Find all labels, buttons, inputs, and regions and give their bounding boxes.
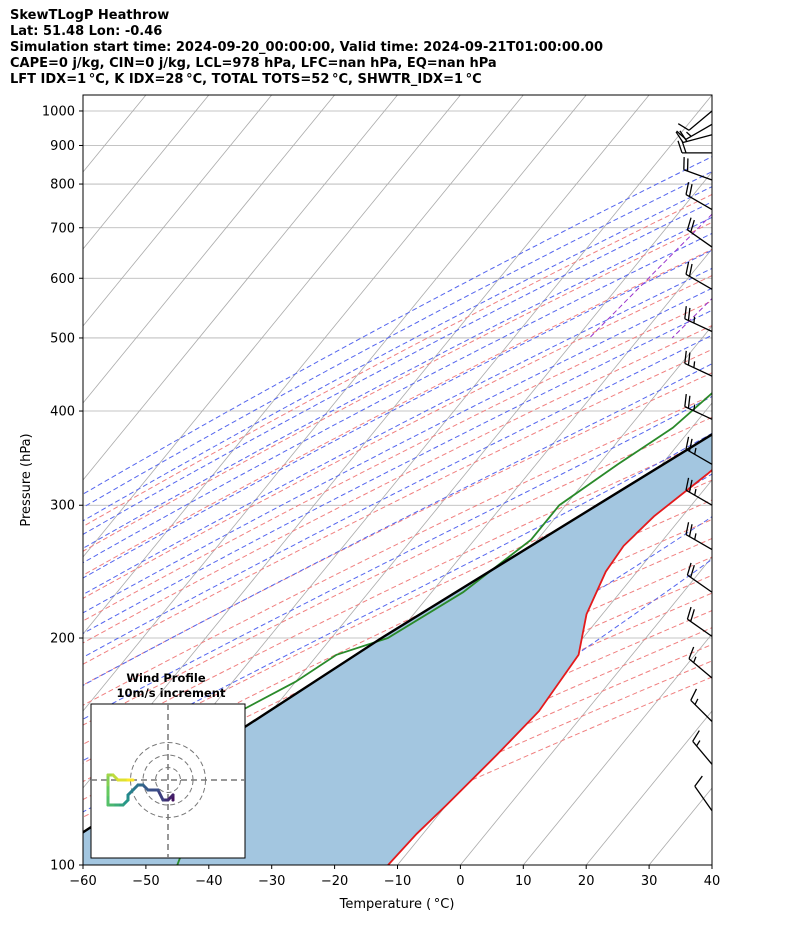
moist-adiabat-4 [83,216,712,549]
mixing-ratio-3 [783,95,794,338]
isotherm-7 [83,95,524,635]
wind-barb-0 [677,110,713,131]
wind-barb-17 [690,688,713,722]
wind-barb-7 [685,261,713,290]
isotherm-4 [83,95,335,404]
x-tick-label-7: 10 [515,874,532,889]
dry-adiabat-6 [83,348,712,665]
wind-barb-4 [683,157,713,181]
y-tick-label-7: 800 [50,178,75,193]
x-tick-label-5: −10 [384,874,411,889]
y-tick-label-2: 300 [50,499,75,514]
x-tick-label-1: −50 [132,874,159,889]
dry-adiabat-9 [83,416,712,726]
hodograph-segment-4 [156,788,165,802]
dry-adiabat-11 [83,459,712,764]
dry-adiabat-1 [83,221,712,552]
y-tick-label-3: 400 [50,405,75,420]
moist-adiabat-9 [83,309,712,635]
wind-barb-12 [685,477,713,506]
y-tick-label-4: 500 [50,331,75,346]
wind-barb-9 [684,350,713,377]
isotherm-3 [83,95,273,327]
wind-barb-11 [685,436,713,465]
time-line: Simulation start time: 2024-09-20_00:00:… [10,40,603,55]
y-tick-label-6: 700 [50,221,75,236]
series-layer [83,391,712,865]
wind-profile-inset: Wind Profile 10m/s increment [90,671,246,859]
x-tick-label-2: −40 [195,874,222,889]
temperature-line [387,468,712,865]
x-tick-label-6: 0 [456,874,464,889]
y-tick-label-9: 1000 [42,104,75,119]
chart-title: SkewTLogP Heathrow [10,8,170,23]
dry-adiabat-14 [83,518,712,818]
wind-barb-10 [684,394,713,420]
x-tick-label-4: −20 [321,874,348,889]
dry-adiabat-7 [83,372,712,686]
params-line-2: LFT IDX=1 °C, K IDX=28 °C, TOTAL TOTS=52… [10,72,482,87]
isotherm-2 [83,95,210,250]
isotherm-0 [83,95,84,96]
wind-barb-16 [688,646,713,679]
wind-barb-5 [685,182,713,211]
isotherm-18 [585,710,712,865]
isotherm-6 [83,95,461,558]
moist-adiabat-6 [83,249,712,579]
y-tick-label-8: 900 [50,139,75,154]
wind-barbs [675,110,713,812]
wind-barb-8 [684,306,713,333]
x-tick-label-0: −60 [69,874,96,889]
wind-barb-14 [686,562,713,593]
isotherm-16 [460,556,712,865]
moist-adiabat-8 [83,287,712,614]
moist-adiabat-1 [83,171,712,509]
wind-barb-15 [686,606,713,637]
x-tick-label-3: −30 [258,874,285,889]
params-line-1: CAPE=0 j/kg, CIN=0 j/kg, LCL=978 hPa, LF… [10,56,497,71]
dry-adiabat-4 [83,300,712,622]
isotherm-17 [522,633,712,865]
isotherm-8 [83,95,587,712]
y-tick-label-5: 600 [50,272,75,287]
parcel-line [83,433,712,834]
dewpoint-line [176,391,712,865]
hodograph-plot [91,704,245,858]
isotherm-20 [711,864,712,865]
isotherm-5 [83,95,398,481]
tick-layer: −60 −50 −40 −30 −20 −10 0 10 20 30 40 100 200 300 400 5… [42,104,720,889]
y-tick-label-1: 200 [50,632,75,647]
dry-adiabat-2 [83,248,712,576]
x-tick-label-10: 40 [704,874,721,889]
wind-barb-19 [694,775,713,812]
wind-barb-3 [677,140,712,154]
dry-adiabat-15 [83,537,712,835]
wind-barb-13 [685,522,713,551]
hodograph-subtitle: 10m/s increment [117,686,226,700]
wind-barb-6 [686,217,713,248]
y-tick-label-0: 100 [50,859,75,874]
x-tick-label-9: 30 [641,874,658,889]
location-line: Lat: 51.48 Lon: -0.46 [10,24,163,39]
wind-barb-2 [675,130,713,144]
mixing-ratio-2 [733,95,794,338]
mixing-ratio-0 [589,213,712,339]
y-axis-label: Pressure (hPa) [19,433,34,526]
x-tick-label-8: 20 [578,874,595,889]
x-axis-label: Temperature ( °C) [339,897,455,912]
moist-adiabat-15 [104,516,712,865]
wind-barb-18 [692,730,713,765]
moist-adiabat-7 [83,267,712,596]
dry-adiabat-0 [83,193,712,528]
moist-adiabat-2 [83,186,712,522]
moist-adiabat-13 [83,432,712,762]
chart-header: SkewTLogP Heathrow Lat: 51.48 Lon: -0.46… [10,8,603,88]
hodograph-title: Wind Profile [126,671,206,685]
